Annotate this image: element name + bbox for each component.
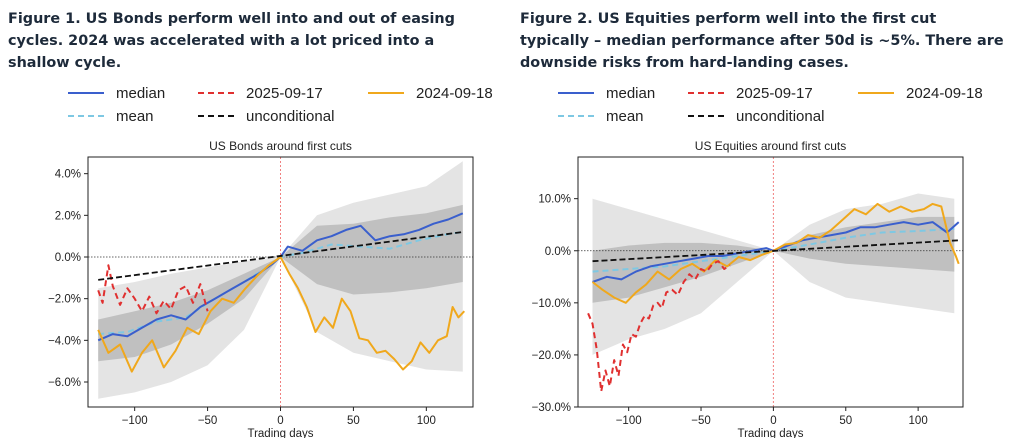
chart-title: US Equities around first cuts bbox=[695, 139, 846, 153]
legend-label-unconditional: unconditional bbox=[736, 108, 824, 125]
x-tick-label: −50 bbox=[198, 415, 218, 427]
legend: median 2025-09-17 2024-09-18 mean unconditio… bbox=[558, 85, 983, 125]
series-line-unconditional bbox=[98, 231, 463, 281]
legend: median 2025-09-17 2024-09-18 mean unconditio… bbox=[68, 85, 493, 125]
y-tick-label: −20.0% bbox=[532, 350, 571, 362]
y-tick-label: −30.0% bbox=[532, 402, 571, 414]
x-tick-label: 0 bbox=[770, 415, 776, 427]
x-tick-label: 0 bbox=[277, 415, 283, 427]
x-axis-label: Trading days bbox=[247, 428, 313, 438]
legend-label-median: median bbox=[116, 85, 165, 102]
y-tick-label: 0.0% bbox=[55, 252, 81, 264]
figure-2-caption: Figure 2. US Equities perform well into … bbox=[520, 11, 1004, 71]
x-tick-label: 100 bbox=[909, 415, 928, 427]
x-tick-label: −100 bbox=[122, 415, 148, 427]
figure-1-caption: Figure 1. US Bonds perform well into and… bbox=[8, 11, 455, 71]
inner-range-band bbox=[592, 216, 955, 303]
series-line-2025-09-17 bbox=[587, 260, 731, 393]
legend-label-mean: mean bbox=[116, 108, 154, 125]
y-tick-label: −10.0% bbox=[532, 298, 571, 310]
plot-area bbox=[88, 157, 473, 407]
y-tick-label: 4.0% bbox=[55, 169, 81, 181]
x-tick-label: 100 bbox=[417, 415, 436, 427]
legend-label-2025-09-17: 2025-09-17 bbox=[736, 85, 813, 102]
x-tick-label: −50 bbox=[691, 415, 711, 427]
y-tick-label: 10.0% bbox=[538, 194, 571, 206]
plot-frame bbox=[577, 156, 964, 408]
series-line-2024-09-18 bbox=[591, 202, 960, 304]
series-line-unconditional bbox=[592, 239, 959, 263]
series-line-2025-09-17 bbox=[97, 264, 209, 315]
x-axis-label: Trading days bbox=[737, 428, 803, 438]
legend-label-unconditional: unconditional bbox=[246, 108, 334, 125]
plot-area bbox=[578, 157, 963, 407]
chart-title: US Bonds around first cuts bbox=[209, 139, 352, 153]
x-tick-label: 50 bbox=[839, 415, 852, 427]
legend-label-2025-09-17: 2025-09-17 bbox=[246, 85, 323, 102]
x-tick-label: 50 bbox=[347, 415, 360, 427]
legend-label-2024-09-18: 2024-09-18 bbox=[906, 85, 983, 102]
legend-label-median: median bbox=[606, 85, 655, 102]
y-tick-label: 0.0% bbox=[545, 246, 571, 258]
legend-label-mean: mean bbox=[606, 108, 644, 125]
y-tick-label: −4.0% bbox=[48, 335, 81, 347]
y-tick-label: −6.0% bbox=[48, 377, 81, 389]
y-tick-label: −2.0% bbox=[48, 294, 81, 306]
y-tick-label: 2.0% bbox=[55, 210, 81, 222]
x-tick-label: −100 bbox=[616, 415, 642, 427]
legend-label-2024-09-18: 2024-09-18 bbox=[416, 85, 493, 102]
series-line-2024-09-18 bbox=[97, 256, 466, 373]
